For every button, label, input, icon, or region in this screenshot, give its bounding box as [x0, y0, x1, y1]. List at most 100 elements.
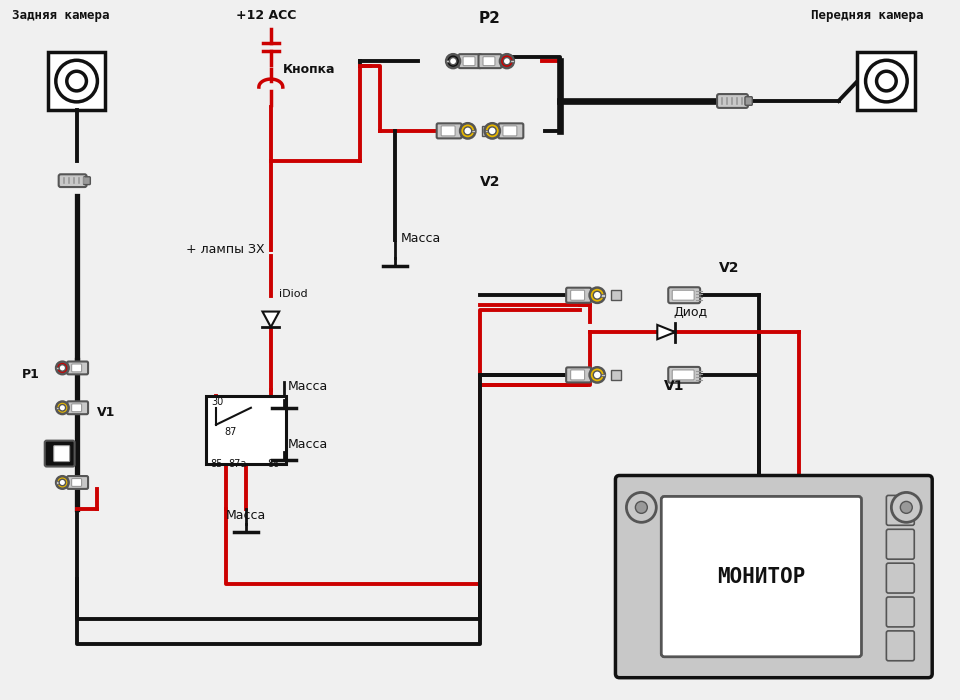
Bar: [507, 60, 514, 62]
FancyBboxPatch shape: [886, 564, 914, 593]
FancyBboxPatch shape: [478, 54, 501, 68]
Text: 30: 30: [211, 397, 224, 407]
Circle shape: [876, 71, 897, 91]
Circle shape: [593, 291, 601, 299]
Circle shape: [489, 127, 496, 135]
Bar: [597, 294, 605, 297]
Circle shape: [866, 60, 907, 102]
Text: +12 ACC: +12 ACC: [236, 9, 297, 22]
FancyBboxPatch shape: [672, 290, 694, 300]
Text: V1: V1: [97, 406, 115, 419]
Text: Масса: Масса: [400, 232, 441, 246]
Text: 86: 86: [268, 458, 280, 468]
Text: V2: V2: [480, 175, 500, 189]
Text: + лампы ЗХ: + лампы ЗХ: [186, 244, 265, 256]
Circle shape: [900, 501, 912, 513]
FancyBboxPatch shape: [84, 177, 90, 185]
FancyBboxPatch shape: [503, 126, 516, 136]
Circle shape: [56, 402, 68, 414]
Circle shape: [627, 492, 657, 522]
FancyBboxPatch shape: [459, 54, 482, 68]
Text: 85: 85: [210, 458, 223, 468]
Bar: [206, 395, 286, 463]
FancyBboxPatch shape: [72, 479, 82, 486]
FancyBboxPatch shape: [67, 401, 88, 414]
FancyBboxPatch shape: [570, 290, 585, 300]
Text: P1: P1: [22, 368, 39, 381]
FancyBboxPatch shape: [745, 97, 753, 105]
Circle shape: [56, 60, 97, 102]
Circle shape: [446, 54, 460, 68]
FancyBboxPatch shape: [615, 475, 932, 678]
Text: V1: V1: [664, 379, 684, 393]
FancyBboxPatch shape: [886, 597, 914, 627]
FancyBboxPatch shape: [661, 496, 861, 657]
Text: 87а: 87а: [228, 458, 247, 468]
Text: P2: P2: [479, 11, 501, 27]
Polygon shape: [658, 325, 675, 340]
Text: Масса: Масса: [288, 438, 328, 451]
Circle shape: [449, 57, 457, 64]
FancyBboxPatch shape: [498, 123, 523, 139]
Bar: [857, 52, 915, 110]
Bar: [56, 482, 62, 484]
Bar: [56, 407, 62, 409]
Text: МОНИТОР: МОНИТОР: [717, 566, 805, 587]
FancyBboxPatch shape: [717, 94, 748, 108]
FancyBboxPatch shape: [437, 123, 462, 139]
FancyBboxPatch shape: [672, 370, 694, 380]
FancyBboxPatch shape: [483, 57, 495, 66]
Circle shape: [589, 288, 605, 303]
Text: Масса: Масса: [288, 380, 328, 393]
Circle shape: [56, 362, 68, 375]
Circle shape: [60, 405, 65, 411]
Bar: [56, 367, 62, 369]
Circle shape: [60, 480, 65, 486]
Text: Диод: Диод: [673, 306, 708, 319]
Text: V2: V2: [719, 261, 739, 275]
FancyBboxPatch shape: [886, 529, 914, 559]
Bar: [446, 60, 453, 62]
Circle shape: [485, 123, 500, 139]
Circle shape: [460, 123, 475, 139]
FancyBboxPatch shape: [566, 288, 591, 302]
Bar: [468, 130, 475, 132]
Circle shape: [636, 501, 647, 513]
Bar: [612, 290, 621, 300]
Circle shape: [67, 71, 86, 91]
Circle shape: [500, 54, 514, 68]
FancyBboxPatch shape: [72, 364, 82, 372]
FancyBboxPatch shape: [72, 404, 82, 412]
Text: Кнопка: Кнопка: [283, 63, 335, 76]
Circle shape: [464, 127, 471, 135]
FancyBboxPatch shape: [886, 631, 914, 661]
Text: Масса: Масса: [226, 510, 266, 522]
FancyBboxPatch shape: [668, 367, 700, 383]
Bar: [48, 52, 106, 110]
Circle shape: [593, 371, 601, 379]
FancyBboxPatch shape: [566, 368, 591, 382]
Text: Передняя камера: Передняя камера: [810, 9, 924, 22]
FancyBboxPatch shape: [463, 57, 475, 66]
Polygon shape: [262, 312, 279, 327]
FancyBboxPatch shape: [668, 287, 700, 303]
Circle shape: [503, 57, 511, 64]
FancyBboxPatch shape: [59, 174, 86, 187]
FancyBboxPatch shape: [54, 446, 70, 461]
Bar: [485, 130, 492, 132]
FancyBboxPatch shape: [67, 361, 88, 374]
FancyBboxPatch shape: [67, 476, 88, 489]
FancyBboxPatch shape: [45, 440, 75, 466]
Circle shape: [56, 476, 68, 489]
Circle shape: [892, 492, 922, 522]
Circle shape: [589, 368, 605, 383]
Bar: [597, 374, 605, 376]
Text: 87: 87: [224, 427, 236, 437]
Text: Задняя камера: Задняя камера: [12, 9, 109, 22]
FancyBboxPatch shape: [570, 370, 585, 380]
FancyBboxPatch shape: [886, 496, 914, 525]
FancyBboxPatch shape: [442, 126, 455, 136]
Bar: [482, 126, 492, 136]
Circle shape: [60, 365, 65, 371]
Text: iDiod: iDiod: [278, 289, 307, 299]
